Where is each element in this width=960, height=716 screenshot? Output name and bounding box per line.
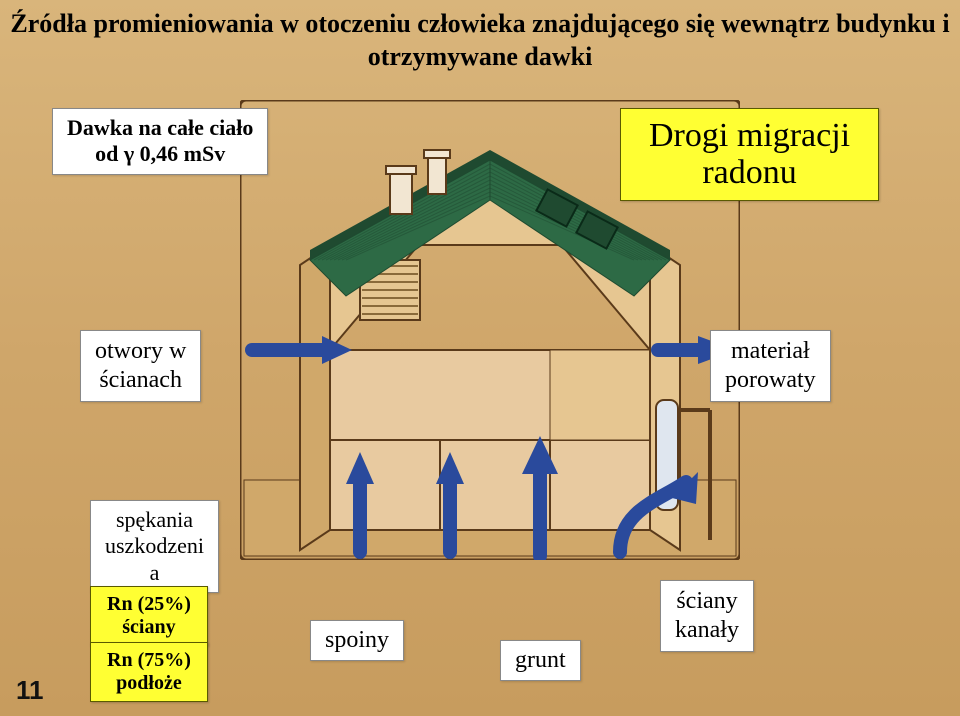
rn25-line1: Rn (25%) [107,593,191,616]
cracks-box: spękania uszkodzeni a [90,500,219,593]
cracks-line2: uszkodzeni [105,533,204,559]
slide: Źródła promieniowania w otoczeniu człowi… [0,0,960,716]
dose-line2: od γ 0,46 mSv [67,141,253,167]
rn75-line2: podłoże [107,672,191,695]
joints-box: spoiny [310,620,404,661]
porous-line2: porowaty [725,366,816,395]
wall-holes-line2: ścianach [95,366,186,395]
porous-line1: materiał [725,337,816,366]
dose-line1: Dawka na całe ciało [67,115,253,141]
wall-holes-box: otwory w ścianach [80,330,201,402]
cracks-line1: spękania [105,507,204,533]
porous-box: materiał porowaty [710,330,831,402]
ground-box: grunt [500,640,581,681]
migration-line2: radonu [649,154,850,191]
channels-line1: ściany [675,587,739,616]
rn75-box: Rn (75%) podłoże [90,642,208,702]
migration-line1: Drogi migracji [649,117,850,154]
page-title: Źródła promieniowania w otoczeniu człowi… [0,8,960,73]
rn25-line2: ściany [107,616,191,639]
cracks-line3: a [105,560,204,586]
page-number: 11 [16,675,44,706]
dose-box: Dawka na całe ciało od γ 0,46 mSv [52,108,268,175]
ground-text: grunt [515,647,566,673]
joints-text: spoiny [325,627,389,653]
rn75-line1: Rn (75%) [107,649,191,672]
rn25-box: Rn (25%) ściany [90,586,208,646]
migration-box: Drogi migracji radonu [620,108,879,201]
title-text: Źródła promieniowania w otoczeniu człowi… [10,9,949,71]
channels-box: ściany kanały [660,580,754,652]
channels-line2: kanały [675,616,739,645]
wall-holes-line1: otwory w [95,337,186,366]
